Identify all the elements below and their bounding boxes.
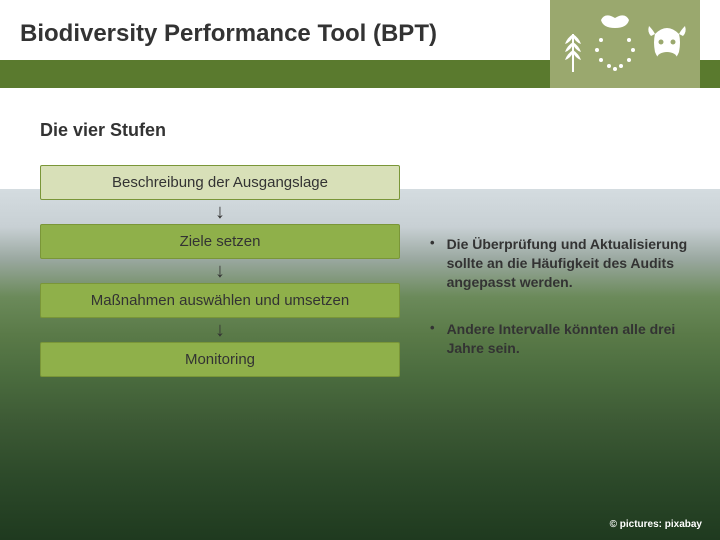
flow-step-1: Beschreibung der Ausgangslage [40,165,400,200]
arrow-icon: ↓ [40,203,400,221]
flow-step-3: Maßnahmen auswählen und umsetzen [40,283,400,318]
flow-step-2: Ziele setzen [40,224,400,259]
wheat-icon [559,14,587,74]
subtitle: Die vier Stufen [40,120,680,141]
bullet-text: Andere Intervalle könnten alle drei Jahr… [447,320,690,358]
bullet-list: • Die Überprüfung und Aktualisierung sol… [430,235,690,385]
list-item: • Andere Intervalle könnten alle drei Ja… [430,320,690,358]
arrow-icon: ↓ [40,321,400,339]
page-title: Biodiversity Performance Tool (BPT) [20,20,437,48]
image-credit: © pictures: pixabay [610,519,702,530]
flow-step-4: Monitoring [40,342,400,377]
bullet-text: Die Überprüfung und Aktualisierung sollt… [447,235,690,292]
logo-box [550,0,700,88]
stars-butterfly-icon [591,14,639,74]
slide-content: Die vier Stufen Beschreibung der Ausgang… [0,90,720,176]
bullet-marker: • [430,235,435,292]
list-item: • Die Überprüfung und Aktualisierung sol… [430,235,690,292]
cow-icon [643,14,691,74]
flow-diagram: Beschreibung der Ausgangslage ↓ Ziele se… [40,165,400,377]
bullet-marker: • [430,320,435,358]
slide-header: Biodiversity Performance Tool (BPT) [0,0,720,90]
arrow-icon: ↓ [40,262,400,280]
